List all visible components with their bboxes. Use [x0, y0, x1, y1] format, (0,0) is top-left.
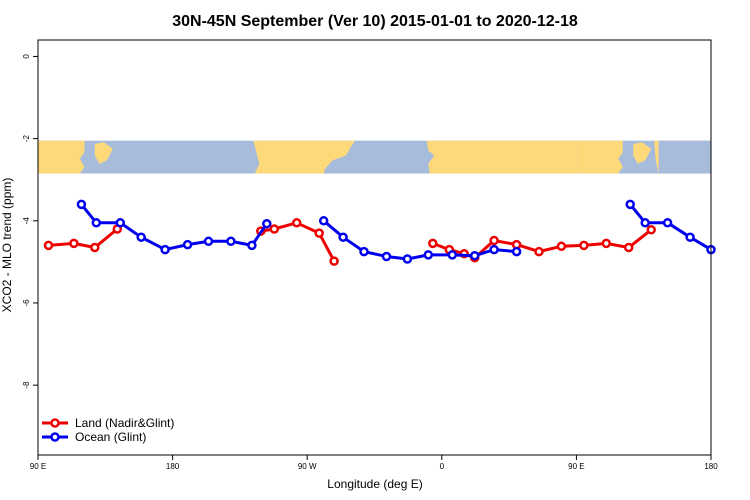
- y-tick-label-3: -6: [22, 299, 31, 307]
- series-1: [76, 199, 716, 264]
- plot-frame: [37, 39, 712, 456]
- y-tick-label-0: 0: [22, 54, 31, 59]
- series-0-point-0-2: [90, 242, 100, 253]
- legend: Land (Nadir&Glint)Ocean (Glint): [42, 416, 174, 444]
- x-axis-label: Longitude (deg E): [327, 477, 422, 491]
- y-tick-label-1: -2: [22, 135, 31, 143]
- chart-title: 30N-45N September (Ver 10) 2015-01-01 to…: [172, 13, 578, 30]
- series-0-point-1-3: [314, 228, 324, 238]
- map-pacific-ocean: [658, 140, 711, 174]
- series-layer: [43, 199, 716, 266]
- series-1-point-2-2: [662, 218, 673, 228]
- series-1-point-2-3: [685, 232, 695, 242]
- series-1-point-1-5: [423, 250, 434, 260]
- x-tick-label-1: 180: [166, 462, 180, 471]
- x-tick-label-4: 90 E: [568, 462, 584, 471]
- series-1-line-2: [629, 203, 712, 251]
- legend-marker-1: [50, 432, 60, 442]
- y-tick-label-2: -4: [22, 217, 31, 225]
- series-1-point-1-1: [338, 232, 348, 242]
- series-1-point-0-0: [76, 199, 87, 210]
- land-asia-east: [576, 140, 623, 174]
- y-axis: 0 -2 -4 -6 -8: [22, 54, 38, 389]
- series-1-point-0-5: [182, 239, 193, 250]
- series-1-line-1: [322, 219, 517, 261]
- series-1-point-0-2: [115, 218, 126, 228]
- legend-label-1: Ocean (Glint): [75, 430, 146, 444]
- series-1-point-0-8: [247, 240, 257, 251]
- land-north-america: [253, 140, 356, 174]
- series-1-point-1-4: [402, 254, 413, 264]
- y-axis-label: XCO2 - MLO trend (ppm): [0, 178, 14, 313]
- series-0-point-1-2: [291, 218, 302, 228]
- series-1-point-0-4: [160, 244, 170, 255]
- series-1-point-1-9: [511, 246, 522, 257]
- series-1-point-1-2: [359, 246, 369, 257]
- series-0-line-0: [48, 227, 119, 250]
- series-0-point-1-4: [329, 256, 339, 266]
- series-1-point-0-1: [91, 218, 102, 228]
- series-1-point-2-0: [625, 199, 635, 210]
- land-japan-west: [94, 142, 113, 164]
- x-tick-label-2: 90 W: [298, 462, 317, 471]
- x-tick-label-5: 180: [704, 462, 718, 471]
- y-tick-label-4: -8: [22, 381, 31, 389]
- series-1-point-1-0: [318, 216, 329, 226]
- x-tick-label-0: 90 E: [30, 462, 46, 471]
- series-1-point-0-9: [262, 218, 272, 229]
- series-1-point-0-7: [226, 236, 236, 247]
- world-map-band: [38, 140, 711, 174]
- land-japan-east: [633, 142, 652, 164]
- series-1-line-0: [80, 203, 269, 252]
- x-axis: 90 E 180 90 W 0 90 E 180: [30, 455, 718, 471]
- land-asia-west: [38, 140, 85, 174]
- series-0-point-2-9: [601, 238, 612, 249]
- series-0-point-2-0: [428, 238, 438, 249]
- series-0-point-2-8: [579, 240, 589, 251]
- legend-label-0: Land (Nadir&Glint): [75, 416, 174, 430]
- series-0-point-2-10: [623, 242, 634, 253]
- series-0-point-2-6: [534, 246, 544, 257]
- x-tick-label-3: 0: [440, 462, 445, 471]
- series-0-point-2-11: [646, 225, 656, 235]
- series-1-point-2-1: [640, 218, 650, 228]
- series-1-point-1-6: [447, 250, 458, 260]
- land-eurasia-africa: [426, 140, 577, 174]
- series-1-point-0-6: [203, 236, 214, 247]
- series-1-point-1-3: [381, 251, 392, 262]
- series-0-point-2-4: [489, 235, 499, 246]
- series-1-point-0-3: [136, 232, 146, 242]
- series-1-point-1-7: [469, 250, 480, 261]
- legend-marker-0: [50, 418, 60, 428]
- series-0-point-0-0: [43, 240, 54, 251]
- series-0-point-0-1: [69, 238, 79, 249]
- series-0-point-2-7: [556, 241, 567, 252]
- series-1-point-1-8: [489, 244, 499, 255]
- series-0-point-1-1: [269, 224, 280, 234]
